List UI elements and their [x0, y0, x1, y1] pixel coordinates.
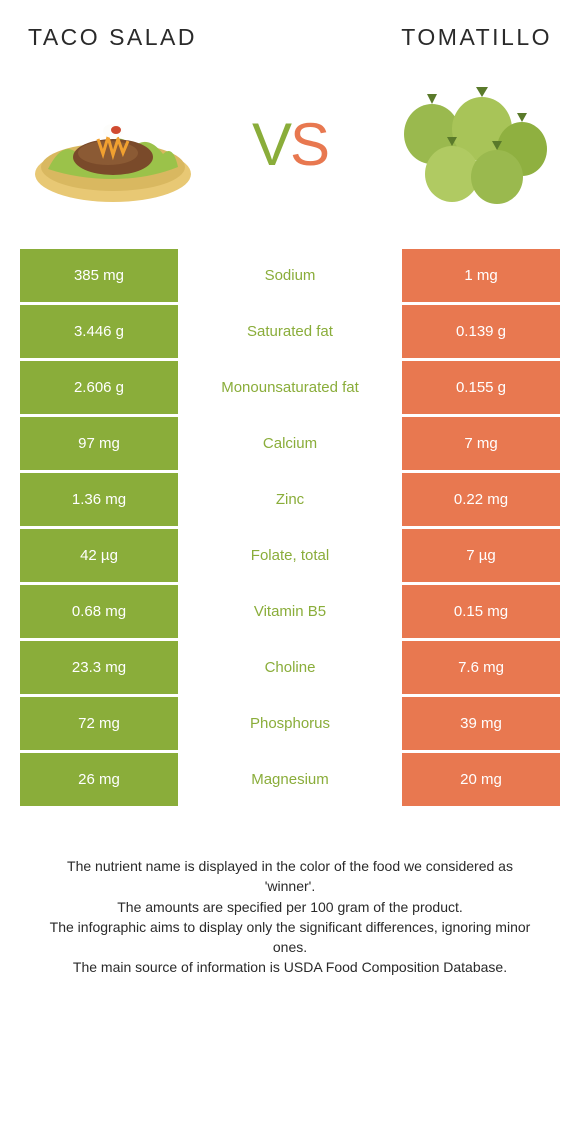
table-row: 26 mgMagnesium20 mg [20, 753, 560, 806]
tomatillo-icon [382, 79, 552, 209]
food1-value: 385 mg [20, 249, 178, 302]
food1-value: 1.36 mg [20, 473, 178, 526]
food2-value: 7 mg [402, 417, 560, 470]
food1-image [28, 79, 198, 209]
nutrient-label: Vitamin B5 [181, 585, 399, 638]
table-row: 385 mgSodium1 mg [20, 249, 560, 302]
nutrient-label: Calcium [181, 417, 399, 470]
food2-value: 7.6 mg [402, 641, 560, 694]
comparison-table: 385 mgSodium1 mg3.446 gSaturated fat0.13… [20, 249, 560, 806]
table-row: 2.606 gMonounsaturated fat0.155 g [20, 361, 560, 414]
food2-title: Tomatillo [401, 24, 552, 51]
food1-title: Taco Salad [28, 24, 197, 51]
footer-line-3: The infographic aims to display only the… [48, 917, 532, 958]
vs-label: VS [252, 110, 328, 179]
table-row: 42 µgFolate, total7 µg [20, 529, 560, 582]
food1-value: 97 mg [20, 417, 178, 470]
table-row: 3.446 gSaturated fat0.139 g [20, 305, 560, 358]
table-row: 0.68 mgVitamin B50.15 mg [20, 585, 560, 638]
footer-line-1: The nutrient name is displayed in the co… [48, 856, 532, 897]
footer-line-4: The main source of information is USDA F… [48, 957, 532, 977]
taco-salad-icon [28, 79, 198, 209]
footer-notes: The nutrient name is displayed in the co… [20, 856, 560, 978]
nutrient-label: Folate, total [181, 529, 399, 582]
table-row: 23.3 mgCholine7.6 mg [20, 641, 560, 694]
food1-value: 0.68 mg [20, 585, 178, 638]
table-row: 1.36 mgZinc0.22 mg [20, 473, 560, 526]
food2-value: 0.139 g [402, 305, 560, 358]
footer-line-2: The amounts are specified per 100 gram o… [48, 897, 532, 917]
nutrient-label: Choline [181, 641, 399, 694]
food2-value: 0.155 g [402, 361, 560, 414]
food2-value: 1 mg [402, 249, 560, 302]
food2-value: 0.15 mg [402, 585, 560, 638]
food2-value: 20 mg [402, 753, 560, 806]
food2-value: 0.22 mg [402, 473, 560, 526]
nutrient-label: Magnesium [181, 753, 399, 806]
food1-value: 23.3 mg [20, 641, 178, 694]
food2-image [382, 79, 552, 209]
headers-row: Taco Salad Tomatillo [20, 24, 560, 51]
vs-v-letter: V [252, 110, 290, 179]
food1-value: 26 mg [20, 753, 178, 806]
table-row: 72 mgPhosphorus39 mg [20, 697, 560, 750]
food1-value: 3.446 g [20, 305, 178, 358]
food1-value: 42 µg [20, 529, 178, 582]
table-row: 97 mgCalcium7 mg [20, 417, 560, 470]
nutrient-label: Sodium [181, 249, 399, 302]
images-row: VS [20, 79, 560, 209]
food2-value: 7 µg [402, 529, 560, 582]
nutrient-label: Monounsaturated fat [181, 361, 399, 414]
nutrient-label: Phosphorus [181, 697, 399, 750]
food1-value: 2.606 g [20, 361, 178, 414]
nutrient-label: Zinc [181, 473, 399, 526]
food2-value: 39 mg [402, 697, 560, 750]
food1-value: 72 mg [20, 697, 178, 750]
vs-s-letter: S [290, 110, 328, 179]
nutrient-label: Saturated fat [181, 305, 399, 358]
